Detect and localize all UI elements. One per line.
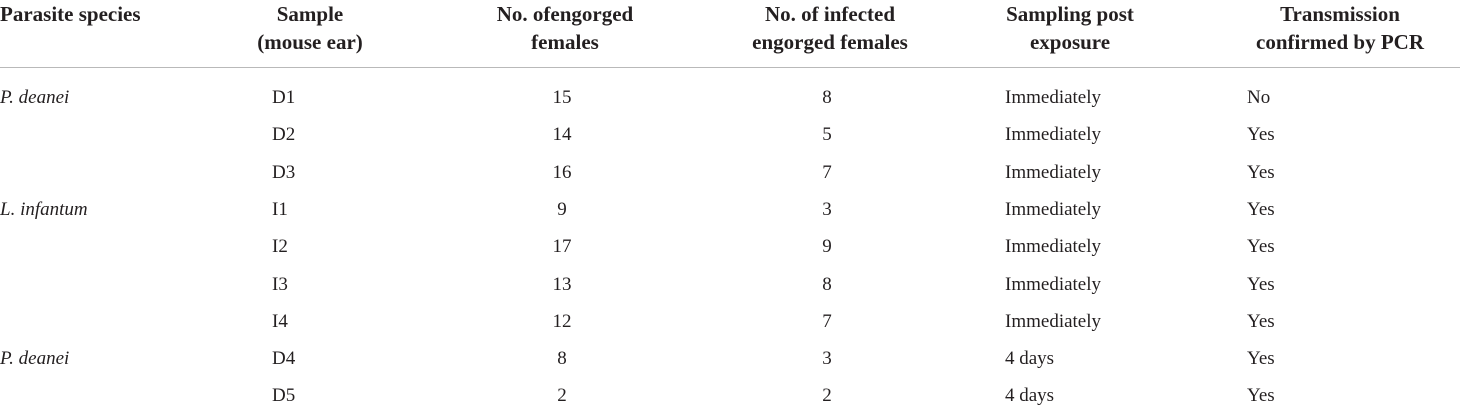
column-header: No. ofengorged — [496, 2, 634, 26]
table-cell: 17 — [552, 236, 572, 258]
column-header: exposure — [1029, 30, 1111, 54]
table-cell: 7 — [822, 161, 832, 183]
header-rule — [0, 67, 1460, 68]
table-cell: D1 — [272, 87, 296, 108]
table-cell: Yes — [1247, 161, 1275, 183]
column-header: engorged females — [752, 30, 908, 54]
column-header: No. of infected — [764, 2, 896, 26]
table-cell: 8 — [557, 348, 567, 370]
table-cell: Immediately — [1005, 161, 1102, 183]
table-cell: Immediately — [1005, 87, 1102, 108]
table-cell: I1 — [272, 198, 288, 220]
table-cell: Yes — [1247, 198, 1275, 220]
table-cell: 2 — [557, 385, 567, 407]
table-cell: Immediately — [1005, 273, 1102, 295]
table-cell: 16 — [552, 161, 572, 183]
table-cell: 5 — [822, 124, 832, 146]
column-header: females — [531, 30, 599, 54]
table-cell: I2 — [272, 236, 288, 258]
species-cell: P. deanei — [0, 87, 70, 108]
table-cell: Yes — [1247, 385, 1275, 407]
table-cell: D3 — [272, 161, 296, 183]
table-cell: 3 — [822, 348, 832, 370]
table-cell: 4 days — [1005, 385, 1055, 407]
species-cell: P. deanei — [0, 348, 70, 370]
table-cell: D5 — [272, 385, 296, 407]
table-cell: 8 — [822, 87, 832, 108]
table-cell: 14 — [552, 124, 572, 146]
table-cell: Yes — [1247, 310, 1275, 332]
table-cell: Immediately — [1005, 198, 1102, 220]
column-header: Sample — [276, 2, 344, 26]
table-cell: 9 — [557, 198, 567, 220]
table-cell: 9 — [822, 236, 832, 258]
table-cell: Immediately — [1005, 236, 1102, 258]
table-cell: 4 days — [1005, 348, 1055, 370]
table-cell: 2 — [822, 385, 832, 407]
species-cell: L. infantum — [0, 198, 88, 220]
table-cell: Immediately — [1005, 310, 1102, 332]
table-cell: Yes — [1247, 236, 1275, 258]
table-cell: No — [1247, 87, 1271, 108]
table-cell: Immediately — [1005, 124, 1102, 146]
table-cell: I3 — [272, 273, 288, 295]
table-cell: D4 — [272, 348, 296, 370]
table-cell: Yes — [1247, 273, 1275, 295]
column-header: Transmission — [1280, 2, 1400, 26]
table-cell: 15 — [552, 87, 572, 108]
table-cell: 3 — [822, 198, 832, 220]
table-cell: 7 — [822, 310, 832, 332]
column-header: (mouse ear) — [257, 30, 363, 54]
table-cell: 8 — [822, 273, 832, 295]
column-header: Parasite species — [0, 2, 141, 26]
table-cell: 13 — [552, 273, 572, 295]
table-cell: I4 — [272, 310, 288, 332]
table-cell: Yes — [1247, 124, 1275, 146]
table-cell: D2 — [272, 124, 296, 146]
column-header: Sampling post — [1006, 2, 1134, 26]
table-cell: 12 — [552, 310, 572, 332]
table-cell: Yes — [1247, 348, 1275, 370]
column-header: confirmed by PCR — [1256, 30, 1424, 54]
